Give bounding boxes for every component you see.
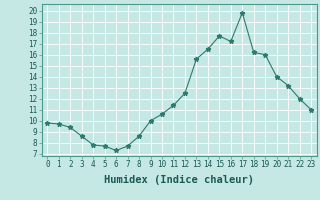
- X-axis label: Humidex (Indice chaleur): Humidex (Indice chaleur): [104, 175, 254, 185]
